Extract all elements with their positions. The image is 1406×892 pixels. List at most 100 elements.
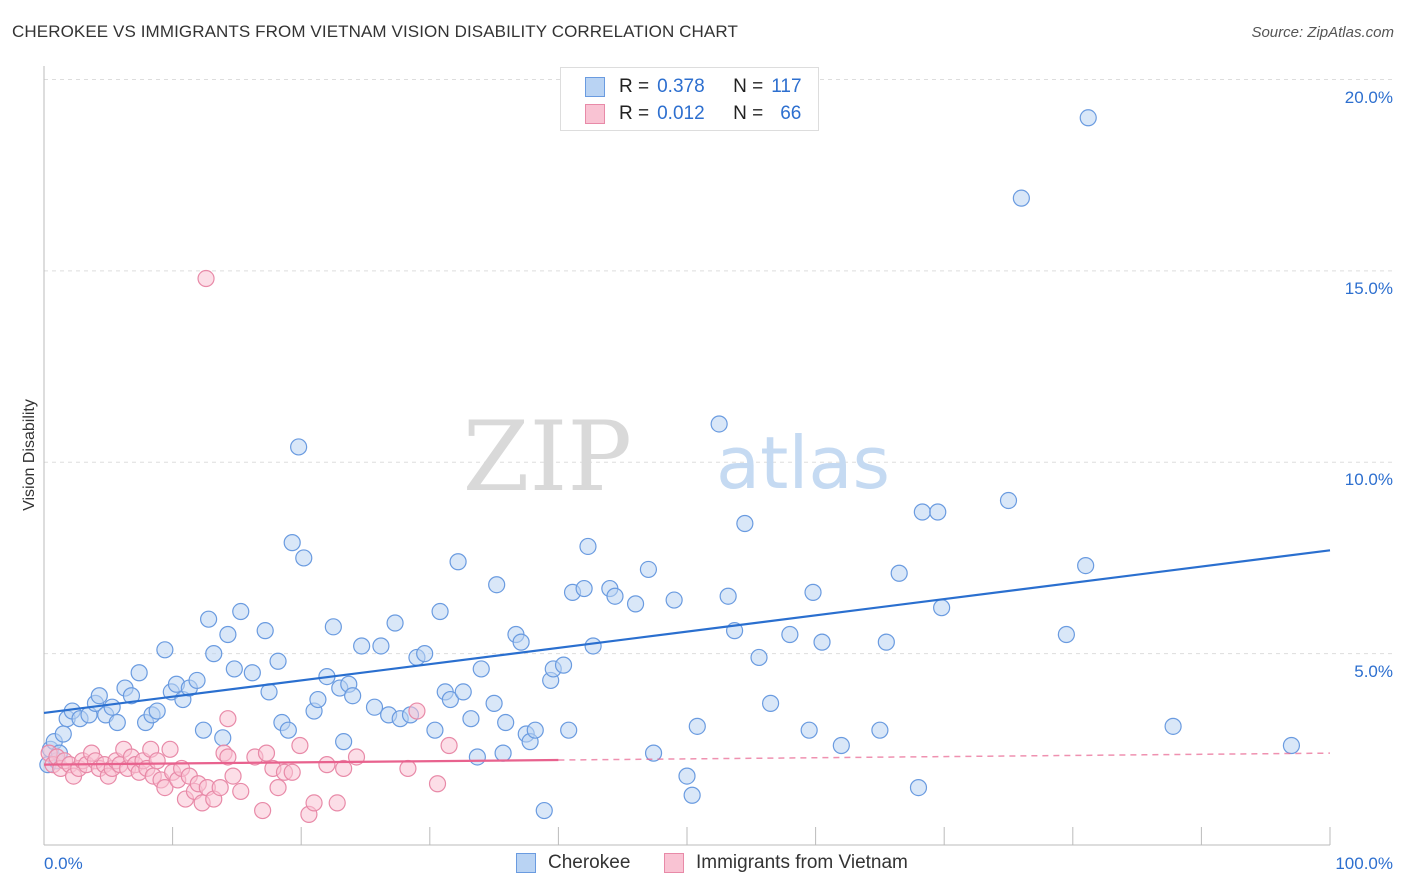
data-point-1-29 [156, 778, 174, 797]
data-point-1-59 [328, 794, 346, 812]
legend-n-label: N = [733, 103, 764, 124]
bottom-legend-swatch-vietnam [664, 853, 684, 873]
series-cherokee [39, 109, 1301, 820]
trend-extension-1 [558, 752, 1331, 761]
data-point-0-104 [804, 583, 822, 601]
data-point-0-32 [225, 660, 243, 678]
chart-title: CHEROKEE VS IMMIGRANTS FROM VIETNAM VISI… [12, 22, 738, 41]
data-point-0-114 [999, 491, 1018, 510]
y-tick-label-5: 5.0% [1354, 662, 1393, 681]
data-point-0-14 [108, 713, 126, 732]
data-point-0-82 [560, 721, 578, 739]
data-point-0-78 [535, 801, 553, 820]
data-point-0-40 [283, 534, 301, 552]
data-point-1-52 [269, 778, 287, 797]
data-point-1-63 [408, 702, 426, 720]
data-point-0-111 [913, 503, 931, 521]
data-point-0-16 [122, 687, 141, 705]
data-point-0-30 [214, 729, 232, 747]
legend-r-value: 0.378 [657, 76, 705, 97]
data-point-0-71 [497, 713, 515, 732]
trend-lines [43, 549, 1331, 766]
data-point-0-113 [933, 599, 951, 617]
data-point-0-100 [750, 648, 768, 667]
tick-labels: 0.0% 100.0% 5.0% 10.0% 15.0% 20.0% [44, 88, 1393, 873]
trend-line-1 [43, 758, 559, 766]
data-point-0-35 [256, 622, 274, 640]
data-point-0-92 [665, 591, 683, 609]
data-point-0-21 [156, 641, 174, 659]
trend-line-0 [43, 549, 1331, 715]
data-point-0-17 [130, 664, 148, 682]
data-point-0-28 [200, 610, 218, 628]
data-point-0-53 [372, 637, 390, 655]
data-point-0-96 [710, 415, 728, 433]
data-point-0-85 [579, 537, 597, 556]
data-point-0-72 [494, 744, 512, 762]
data-point-0-110 [909, 778, 928, 797]
data-point-0-42 [295, 549, 313, 567]
data-point-0-94 [683, 786, 701, 804]
series-vietnam [40, 269, 458, 823]
y-tick-label-10: 10.0% [1345, 470, 1393, 489]
data-point-0-41 [290, 438, 308, 456]
bottom-legend-label-vietnam: Immigrants from Vietnam [696, 852, 908, 873]
data-point-0-118 [1079, 109, 1097, 127]
data-point-0-29 [205, 645, 223, 663]
data-point-0-55 [386, 614, 404, 632]
data-point-0-61 [431, 602, 449, 621]
data-point-0-81 [554, 656, 573, 674]
data-point-0-66 [462, 710, 480, 728]
legend-r-label: R = [619, 76, 650, 97]
data-point-0-91 [644, 744, 663, 762]
data-point-1-43 [219, 748, 237, 766]
data-point-0-37 [269, 652, 287, 670]
data-point-0-60 [426, 721, 444, 739]
data-point-0-26 [188, 671, 206, 690]
data-point-1-55 [291, 736, 309, 755]
data-point-0-84 [575, 579, 593, 598]
data-point-0-59 [416, 645, 434, 663]
data-point-0-44 [309, 690, 327, 709]
data-point-0-31 [219, 625, 237, 644]
legend-swatch-vietnam [585, 104, 605, 124]
data-point-0-86 [584, 637, 602, 655]
data-point-0-99 [736, 514, 754, 533]
data-point-0-13 [103, 698, 121, 716]
data-point-0-112 [929, 503, 947, 521]
legend-n-label: N = [733, 76, 764, 97]
data-point-0-34 [243, 664, 261, 682]
data-point-1-44 [219, 710, 237, 728]
watermark-atlas: atlas [716, 421, 890, 505]
legend-n-value: 117 [771, 76, 802, 97]
data-point-1-45 [224, 767, 242, 785]
legend-row-vietnam: R = 0.012 N = 66 [585, 102, 801, 126]
data-point-1-58 [318, 756, 336, 774]
source-label: Source: ZipAtlas.com [1251, 24, 1394, 41]
data-point-1-54 [283, 763, 301, 781]
data-point-0-106 [832, 736, 850, 755]
data-point-0-89 [626, 595, 645, 613]
data-point-0-20 [148, 702, 166, 720]
data-point-1-49 [254, 801, 272, 820]
data-point-0-51 [353, 637, 371, 655]
legend-row-cherokee: R = 0.378 N = 117 [585, 75, 802, 99]
data-point-0-101 [761, 694, 780, 712]
data-point-0-74 [512, 633, 530, 651]
data-point-0-70 [488, 576, 506, 594]
bottom-legend-vietnam: Immigrants from Vietnam [664, 850, 908, 876]
watermark-zip: ZIP [463, 401, 632, 513]
data-point-0-48 [335, 733, 353, 751]
data-point-0-117 [1077, 556, 1095, 575]
data-point-1-64 [428, 775, 447, 793]
data-point-0-63 [441, 690, 459, 709]
data-point-0-115 [1012, 189, 1030, 207]
legend-swatch-cherokee [585, 77, 605, 97]
data-point-0-27 [194, 721, 213, 739]
data-point-0-120 [1282, 736, 1301, 755]
data-point-0-109 [890, 564, 908, 582]
data-point-0-39 [279, 721, 297, 739]
data-point-0-103 [800, 721, 818, 739]
axes [43, 66, 1331, 846]
